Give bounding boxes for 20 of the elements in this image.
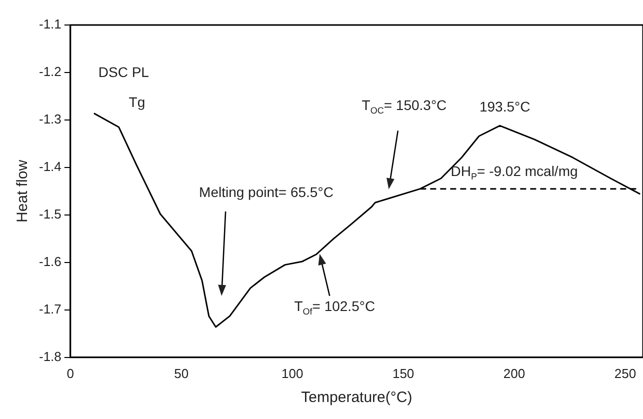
x-tick-label: 250 xyxy=(614,366,636,381)
x-tick-label: 0 xyxy=(66,366,74,381)
y-tick-label: -1.8 xyxy=(38,348,62,364)
y-tick-label: -1.6 xyxy=(38,254,62,270)
annotation: 193.5°C xyxy=(479,98,530,115)
y-tick-label: -1.5 xyxy=(38,206,62,222)
x-tick-label: 150 xyxy=(392,366,414,381)
y-tick-label: -1.4 xyxy=(38,159,62,174)
y-tick-label: -1.7 xyxy=(38,301,62,316)
x-tick-label: 100 xyxy=(281,366,304,381)
x-tick-label: 200 xyxy=(503,366,526,381)
x-axis-title: Temperature(°C) xyxy=(301,389,412,406)
text: DSC PL xyxy=(98,64,150,80)
annotation: Melting point= 65.5°C xyxy=(199,184,334,200)
y-axis-title: Heat flow xyxy=(14,160,32,222)
x-tick-label: 50 xyxy=(174,366,189,381)
y-tick-label: -1.3 xyxy=(38,112,62,127)
y-tick-label: -1.1 xyxy=(38,16,62,32)
y-tick-label: -1.2 xyxy=(38,64,62,80)
annotation: Tg xyxy=(128,94,146,110)
